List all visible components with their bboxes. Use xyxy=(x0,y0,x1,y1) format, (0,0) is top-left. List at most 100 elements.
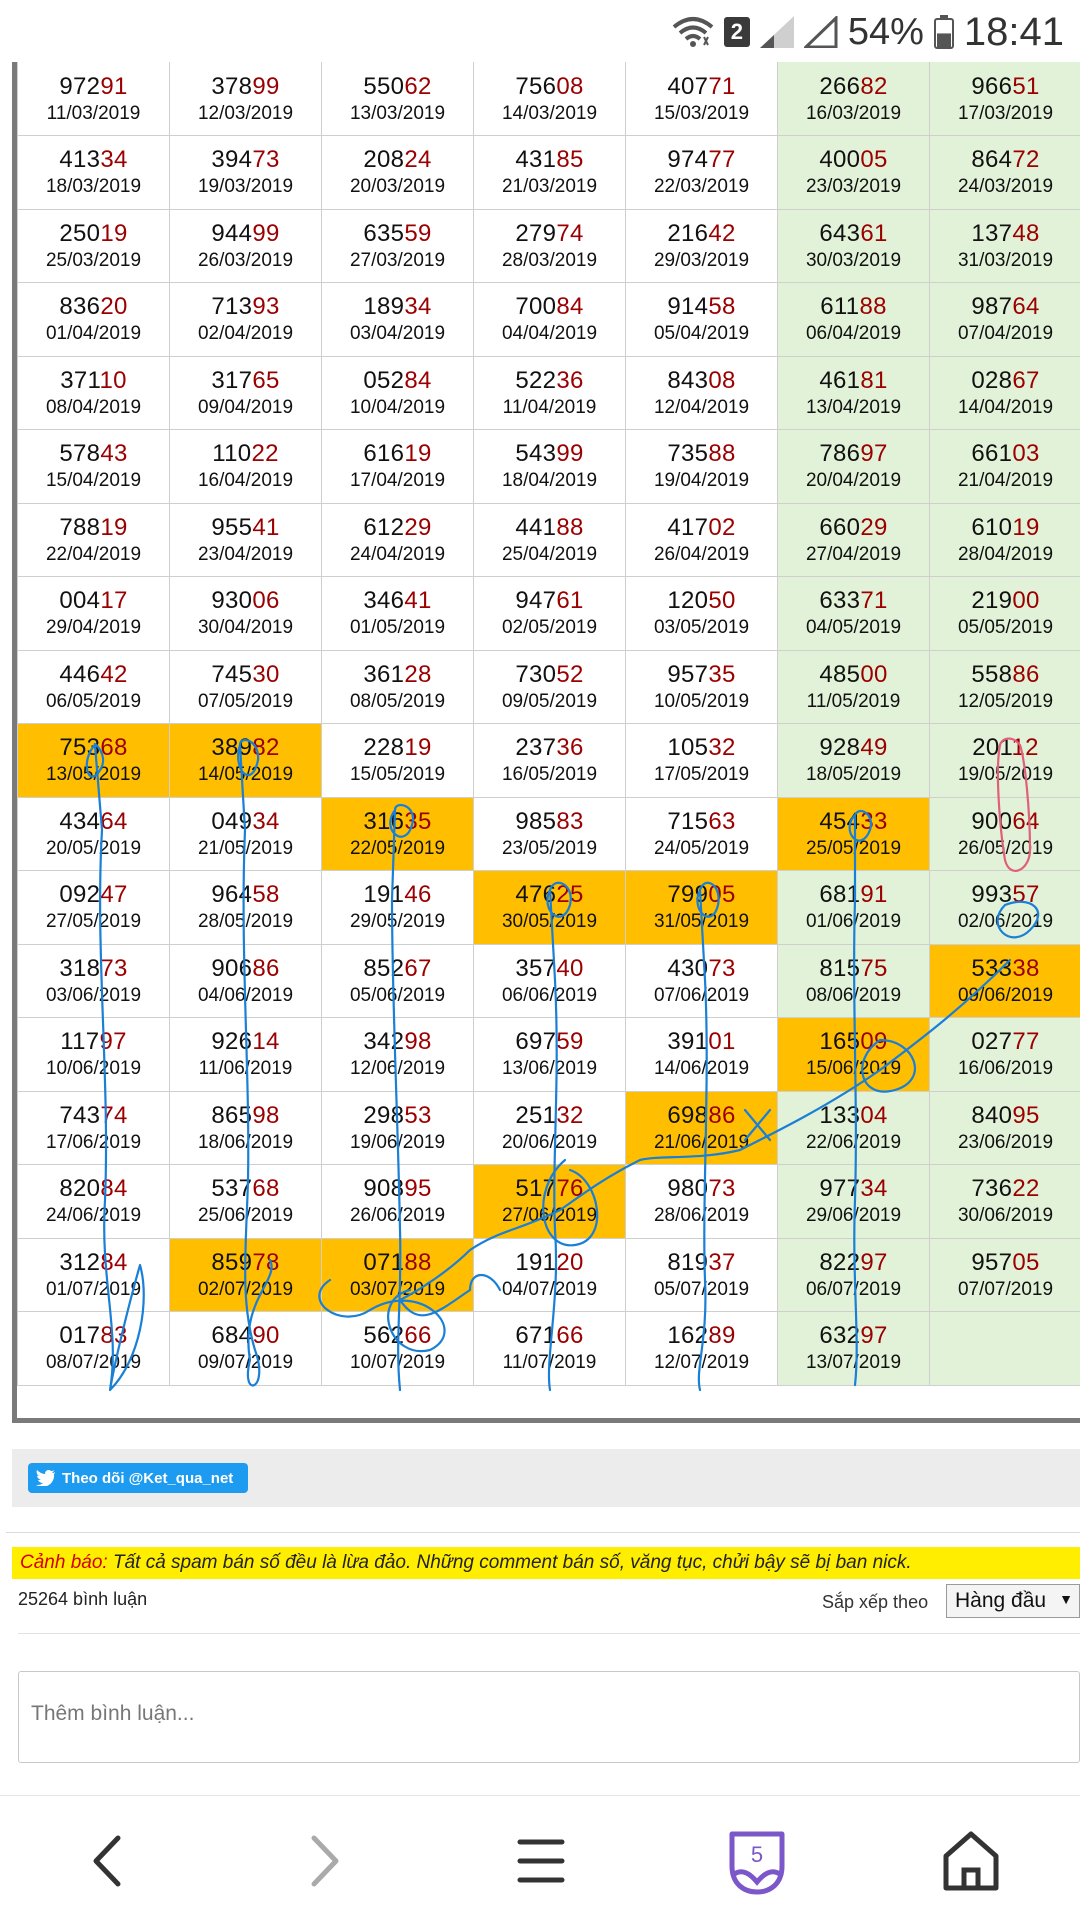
results-table: 97291 11/03/2019 37899 12/03/2019 55062 13/03… xyxy=(12,62,1080,1423)
result-number-head: 165 xyxy=(819,1028,861,1056)
result-date: 28/04/2019 xyxy=(957,543,1054,565)
sort-select[interactable]: Hàng đầu ▼ xyxy=(946,1584,1080,1618)
back-icon[interactable] xyxy=(74,1826,144,1896)
result-date: 31/05/2019 xyxy=(653,911,750,933)
result-date: 08/06/2019 xyxy=(805,984,902,1006)
result-cell: 90064 26/05/2019 xyxy=(929,796,1080,871)
result-number: 64361 xyxy=(778,219,929,249)
result-number-tail: 77 xyxy=(1012,1028,1040,1056)
result-date: 27/06/2019 xyxy=(501,1205,598,1227)
result-number-head: 208 xyxy=(363,146,405,174)
result-number-tail: 99 xyxy=(252,219,280,247)
result-date: 15/06/2019 xyxy=(805,1058,902,1080)
twitter-follow-button[interactable]: Theo dõi @Ket_qua_net xyxy=(28,1463,248,1493)
sim-slot-badge: 2 xyxy=(723,17,750,47)
result-number: 25132 xyxy=(474,1101,625,1131)
result-number-head: 944 xyxy=(211,219,253,247)
comment-input[interactable]: Thêm bình luận... xyxy=(18,1671,1080,1763)
table-row: 25019 25/03/2019 94499 26/03/2019 63559 27/03… xyxy=(17,208,1080,283)
result-date: 25/05/2019 xyxy=(805,837,902,859)
result-number: 11797 xyxy=(18,1027,169,1057)
result-cell: 41334 18/03/2019 xyxy=(17,135,170,210)
menu-icon[interactable] xyxy=(506,1826,576,1896)
home-icon[interactable] xyxy=(936,1826,1006,1896)
result-number-head: 201 xyxy=(972,734,1012,762)
tabs-count: 5 xyxy=(751,1842,763,1867)
result-number: 21642 xyxy=(626,219,777,249)
result-number: 95541 xyxy=(170,513,321,543)
result-number-head: 743 xyxy=(59,1101,101,1129)
result-number-tail: 67 xyxy=(404,954,432,982)
status-bar: 2 54% 18:41 xyxy=(0,0,1080,62)
result-cell: 39473 19/03/2019 xyxy=(169,135,322,210)
result-number-tail: 00 xyxy=(860,660,888,688)
result-number-tail: 34 xyxy=(860,1175,888,1203)
result-cell: 29853 19/06/2019 xyxy=(321,1090,474,1165)
result-number-tail: 19 xyxy=(100,513,128,541)
result-number: 90064 xyxy=(930,807,1080,837)
result-cell: 47625 30/05/2019 xyxy=(473,870,626,945)
result-number-tail: 00 xyxy=(1012,587,1040,615)
result-number-head: 980 xyxy=(667,1175,709,1203)
result-number-tail: 42 xyxy=(708,219,736,247)
result-number-head: 237 xyxy=(515,734,557,762)
result-date: 22/04/2019 xyxy=(45,543,142,565)
result-date: 05/05/2019 xyxy=(957,617,1054,639)
result-number-head: 985 xyxy=(515,807,557,835)
result-number-head: 974 xyxy=(667,146,709,174)
result-number: 40005 xyxy=(778,145,929,175)
result-cell: 43073 07/06/2019 xyxy=(625,943,778,1018)
result-number-head: 815 xyxy=(819,954,861,982)
result-cell: 02777 16/06/2019 xyxy=(929,1017,1080,1092)
result-number-tail: 95 xyxy=(1012,1101,1040,1129)
result-number: 98764 xyxy=(930,292,1080,322)
result-number-head: 736 xyxy=(971,1175,1013,1203)
result-date: 22/03/2019 xyxy=(653,176,750,198)
result-number: 75368 xyxy=(18,733,169,763)
result-cell: 36128 08/05/2019 xyxy=(321,649,474,724)
result-number-head: 635 xyxy=(363,219,405,247)
result-number: 92614 xyxy=(170,1027,321,1057)
result-cell: 84308 12/04/2019 xyxy=(625,355,778,430)
result-date: 03/07/2019 xyxy=(349,1278,446,1300)
result-cell: 56266 10/07/2019 xyxy=(321,1311,474,1386)
forward-icon[interactable] xyxy=(288,1826,358,1896)
result-number-head: 660 xyxy=(819,513,861,541)
result-cell: 05284 10/04/2019 xyxy=(321,355,474,430)
result-number-tail: 89 xyxy=(708,1322,736,1350)
result-number-tail: 53 xyxy=(404,1101,432,1129)
result-date: 05/04/2019 xyxy=(653,323,750,345)
twitter-bird-icon xyxy=(36,1470,55,1486)
result-number-tail: 98 xyxy=(404,1028,432,1056)
tabs-button[interactable]: 5 xyxy=(722,1826,792,1896)
result-number: 54399 xyxy=(474,439,625,469)
result-number-head: 361 xyxy=(363,660,405,688)
result-cell: 99357 02/06/2019 xyxy=(929,870,1080,945)
result-number-head: 028 xyxy=(971,366,1013,394)
result-cell: 82297 06/07/2019 xyxy=(777,1237,930,1312)
table-row: 37110 08/04/2019 31765 09/04/2019 05284 10/04… xyxy=(17,355,1080,430)
result-number-tail: 51 xyxy=(1012,72,1040,100)
result-number-head: 900 xyxy=(971,807,1013,835)
result-number-tail: 36 xyxy=(556,366,584,394)
result-date: 18/04/2019 xyxy=(501,470,598,492)
result-number-tail: 19 xyxy=(100,219,128,247)
result-number: 29853 xyxy=(322,1101,473,1131)
result-number: 10532 xyxy=(626,733,777,763)
result-date: 08/04/2019 xyxy=(45,396,142,418)
result-number-tail: 22 xyxy=(1012,1175,1040,1203)
result-number-head: 643 xyxy=(819,219,861,247)
result-number-tail: 97 xyxy=(99,1028,127,1056)
result-cell: 12050 03/05/2019 xyxy=(625,576,778,651)
result-cell: 95705 07/07/2019 xyxy=(929,1237,1080,1312)
result-cell: 40005 23/03/2019 xyxy=(777,135,930,210)
result-number-head: 788 xyxy=(59,513,101,541)
result-date: 11/04/2019 xyxy=(502,396,597,418)
result-number-tail: 64 xyxy=(1012,293,1040,321)
result-cell: 96651 17/03/2019 xyxy=(929,62,1080,136)
result-date: 06/06/2019 xyxy=(501,984,598,1006)
result-number: 53768 xyxy=(170,1174,321,1204)
result-cell: 53768 25/06/2019 xyxy=(169,1164,322,1239)
result-number: 43185 xyxy=(474,145,625,175)
result-number-head: 191 xyxy=(363,881,405,909)
